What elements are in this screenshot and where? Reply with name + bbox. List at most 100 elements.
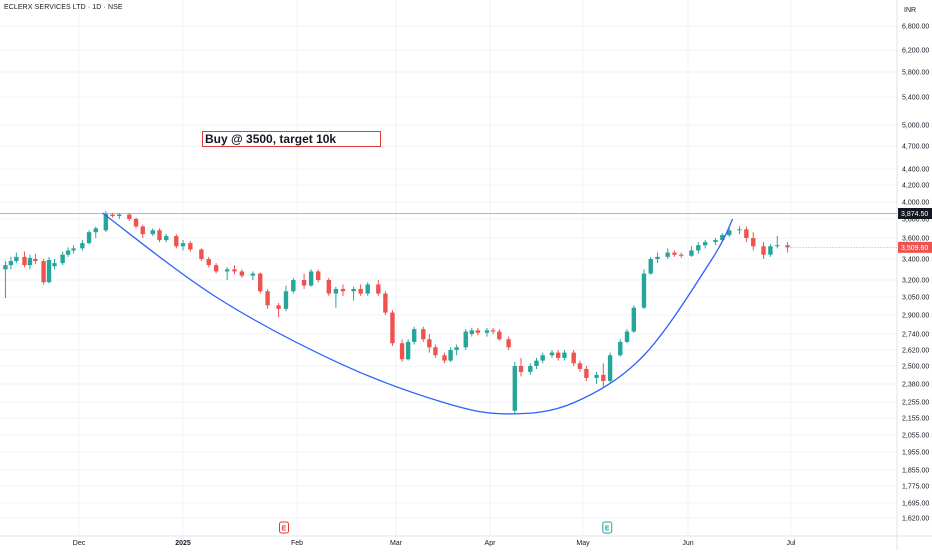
candle-body [376, 284, 381, 294]
candle-body [291, 280, 296, 292]
candle-body [556, 352, 561, 358]
price-tick-label: 3,050.00 [902, 295, 929, 302]
candle-body [232, 269, 237, 272]
candle-body [562, 352, 567, 358]
candlestick-series [3, 211, 790, 414]
candle-body [60, 254, 65, 264]
price-tick-label: 6,200.00 [902, 48, 929, 55]
time-tick-label: Jun [682, 540, 693, 547]
candle-body [110, 214, 115, 217]
candle-body [411, 329, 417, 342]
price-badges: 3,874.50 3,509.60 [790, 208, 932, 253]
svg-text:3,874.50: 3,874.50 [901, 211, 928, 218]
candle-body [188, 243, 193, 250]
candle-body [27, 257, 33, 266]
candle-body [648, 259, 653, 274]
candle-body [702, 242, 708, 246]
buy-target-annotation[interactable]: Buy @ 3500, target 10k [202, 131, 381, 147]
candle-body [641, 273, 647, 308]
candle-body [618, 341, 623, 356]
candle-body [720, 235, 725, 241]
candle-body [421, 329, 426, 340]
candle-body [250, 273, 256, 276]
candle-body [584, 368, 589, 378]
candle-body [518, 366, 524, 372]
candle-body [454, 347, 459, 350]
price-tick-label: 4,200.00 [902, 183, 929, 190]
candle-body [528, 366, 533, 372]
price-tick-label: 3,800.00 [902, 217, 929, 224]
candle-body [93, 228, 98, 233]
candle-body [751, 238, 756, 247]
candle-body [117, 214, 122, 217]
candle-body [340, 288, 346, 292]
time-axis[interactable]: Dec 2025 Feb Mar Apr May Jun Jul [73, 540, 796, 547]
candle-body [469, 330, 475, 334]
price-tick-label: 4,700.00 [902, 144, 929, 151]
earnings-marker-icon[interactable]: E [279, 521, 289, 534]
currency-label: INR [904, 7, 916, 14]
candle-body [52, 263, 57, 267]
price-tick-label: 1,620.00 [902, 516, 929, 523]
candle-body [326, 280, 332, 294]
price-tick-label: 5,000.00 [902, 123, 929, 130]
candle-body [265, 291, 270, 306]
symbol-title: ECLERX SERVICES LTD · 1D · NSE [4, 4, 123, 11]
earnings-marker-icon[interactable]: E [602, 521, 613, 534]
candle-body [157, 230, 162, 241]
price-tick-label: 5,400.00 [902, 95, 929, 102]
price-tick-label: 6,800.00 [902, 24, 929, 31]
candle-body [624, 331, 630, 342]
price-tick-label: 2,740.00 [902, 332, 929, 339]
candle-body [427, 339, 432, 348]
price-tick-label: 1,855.00 [902, 468, 929, 475]
candle-body [594, 374, 599, 378]
candle-body [46, 260, 52, 283]
candle-body [727, 230, 732, 236]
price-tick-label: 2,255.00 [902, 400, 929, 407]
candle-body [484, 330, 490, 333]
candle-body [768, 246, 773, 255]
candle-body [213, 265, 219, 272]
svg-text:E: E [605, 526, 610, 533]
candle-body [164, 236, 169, 241]
price-tick-label: 2,620.00 [902, 348, 929, 355]
candle-body [180, 243, 186, 247]
candle-body [308, 271, 314, 286]
candle-body [258, 273, 263, 292]
candle-body [86, 232, 92, 244]
price-tick-label: 1,775.00 [902, 484, 929, 491]
candle-body [448, 350, 453, 361]
candle-body [3, 265, 8, 270]
price-tick-label: 4,000.00 [902, 200, 929, 207]
candle-body [174, 236, 179, 247]
candle-body [577, 363, 583, 369]
candle-body [601, 374, 606, 381]
candle-body [71, 248, 76, 251]
price-tick-label: 2,055.00 [902, 433, 929, 440]
candle-body [283, 291, 289, 309]
cup-curve-drawing[interactable] [102, 212, 734, 415]
candle-body [655, 256, 660, 259]
candle-body [713, 240, 718, 243]
candle-body [301, 280, 307, 286]
candle-body [534, 360, 539, 366]
candle-body [744, 229, 749, 238]
price-axis[interactable]: 6,800.00 6,200.00 5,800.00 5,400.00 5,000.00… [902, 24, 929, 523]
price-tick-label: 3,600.00 [902, 236, 929, 243]
candle-body [33, 259, 38, 262]
candle-body [737, 229, 742, 231]
price-tick-label: 1,695.00 [902, 501, 929, 508]
candle-body [358, 288, 363, 294]
candle-body [316, 271, 321, 280]
candle-body [80, 243, 85, 249]
price-tick-label: 2,900.00 [902, 313, 929, 320]
candle-body [41, 261, 46, 283]
candle-body [549, 352, 555, 356]
candle-body [665, 252, 670, 257]
time-tick-label: May [576, 540, 590, 547]
